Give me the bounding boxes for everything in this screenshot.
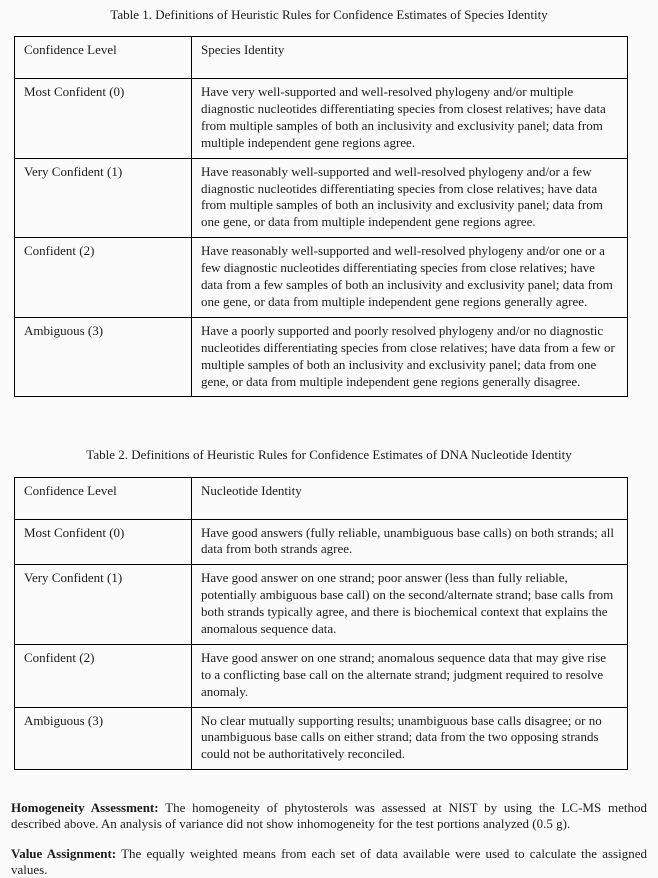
definition-cell: Have good answer on one strand; anomalou… [191,643,628,708]
table-row: Confident (2) Have reasonably well-suppo… [14,237,628,318]
table1-section: Table 1. Definitions of Heuristic Rules … [11,7,647,398]
table1-header-confidence-level: Confidence Level [14,36,192,80]
table-row: Ambiguous (3) Have a poorly supported an… [14,316,628,398]
value-assignment-label: Value Assignment: [11,845,117,861]
table2-header-nucleotide-identity: Nucleotide Identity [191,476,628,520]
confidence-level-cell: Confident (2) [14,643,192,708]
table-row: Most Confident (0) Have good answers (fu… [14,518,628,566]
homogeneity-assessment-paragraph: Homogeneity Assessment: The homogeneity … [11,800,647,832]
definition-cell: Have good answers (fully reliable, unamb… [191,518,628,566]
definition-cell: Have good answer on one strand; poor ans… [191,564,628,645]
confidence-level-cell: Most Confident (0) [14,78,192,159]
table-row: Confident (2) Have good answer on one st… [14,643,628,708]
definition-cell: Have very well-supported and well-resolv… [191,78,628,159]
confidence-level-cell: Ambiguous (3) [14,706,192,771]
table2-nucleotide-identity: Confidence Level Nucleotide Identity Mos… [14,476,628,771]
table-row: Very Confident (1) Have good answer on o… [14,564,628,645]
table2-title: Table 2. Definitions of Heuristic Rules … [86,447,572,463]
confidence-level-cell: Very Confident (1) [14,157,192,239]
definition-cell: Have reasonably well-supported and well-… [191,157,628,239]
homogeneity-assessment-label: Homogeneity Assessment: [11,800,159,816]
table-row: Most Confident (0) Have very well-suppor… [14,78,628,159]
table1-header-species-identity: Species Identity [191,36,628,80]
table-row: Ambiguous (3) No clear mutually supporti… [14,706,628,771]
confidence-level-cell: Most Confident (0) [14,518,192,566]
table2-section: Table 2. Definitions of Heuristic Rules … [11,447,647,771]
table1-header-row: Confidence Level Species Identity [14,36,628,80]
definition-cell: No clear mutually supporting results; un… [191,706,628,771]
table1-species-identity: Confidence Level Species Identity Most C… [14,36,628,398]
table2-header-confidence-level: Confidence Level [14,476,192,520]
document-page: Table 1. Definitions of Heuristic Rules … [11,7,647,877]
definition-cell: Have a poorly supported and poorly resol… [191,316,628,398]
confidence-level-cell: Very Confident (1) [14,564,192,645]
table1-title: Table 1. Definitions of Heuristic Rules … [110,7,548,22]
table-row: Very Confident (1) Have reasonably well-… [14,157,628,239]
confidence-level-cell: Confident (2) [14,237,192,318]
confidence-level-cell: Ambiguous (3) [14,316,192,398]
definition-cell: Have reasonably well-supported and well-… [191,237,628,318]
table2-header-row: Confidence Level Nucleotide Identity [14,476,628,520]
value-assignment-paragraph: Value Assignment: The equally weighted m… [11,846,647,878]
